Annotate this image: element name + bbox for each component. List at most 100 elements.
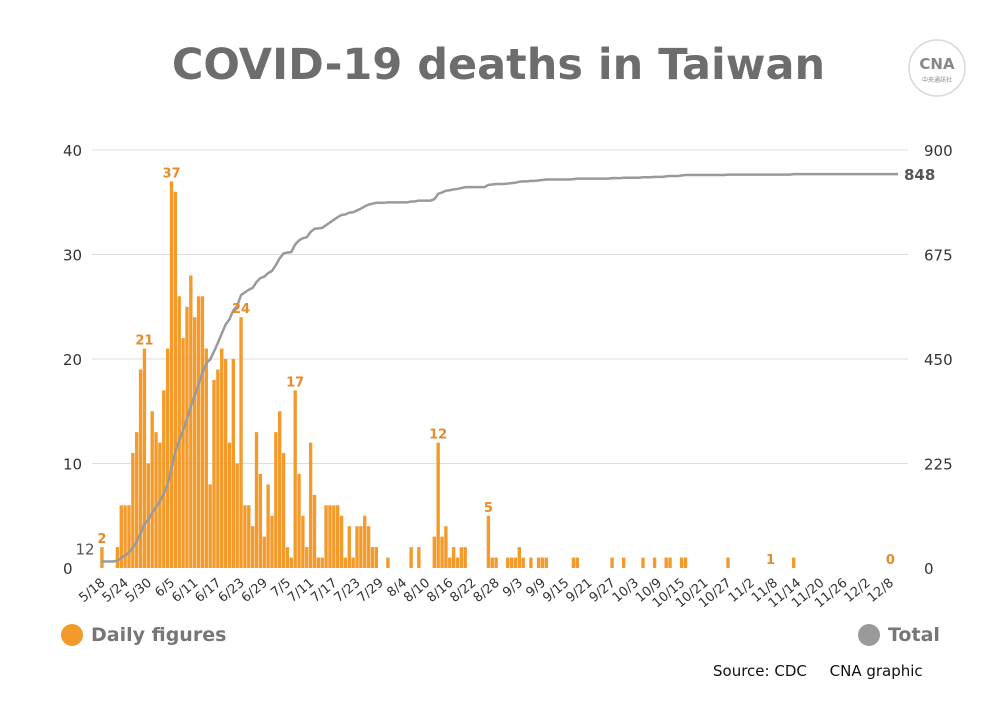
x-axis-tick-label: 12/8: [865, 576, 897, 606]
legend-total-swatch: [858, 624, 880, 646]
daily-bar: [575, 557, 579, 568]
daily-bar: [463, 547, 467, 568]
daily-bar: [359, 526, 363, 568]
right-axis-tick-label: 0: [924, 560, 934, 578]
daily-bar: [332, 505, 336, 568]
daily-bar: [258, 473, 263, 568]
daily-bar: [455, 557, 460, 568]
daily-bar: [792, 557, 796, 568]
daily-bar: [115, 547, 120, 568]
daily-bar: [409, 547, 413, 568]
daily-bar: [343, 557, 348, 568]
daily-bar: [328, 505, 332, 568]
right-axis-tick-label: 675: [924, 247, 953, 265]
left-axis-tick-label: 20: [63, 351, 82, 369]
daily-bar: [459, 547, 464, 568]
x-axis-tick-label: 8/28: [471, 576, 503, 606]
daily-bar: [173, 191, 178, 569]
daily-bar: [274, 432, 278, 568]
chart-title: COVID-19 deaths in Taiwan: [171, 40, 826, 90]
daily-bar: [127, 505, 131, 568]
credit-text: CNA graphic: [829, 662, 923, 680]
legend-daily-swatch: [61, 624, 83, 646]
daily-bar: [436, 442, 440, 568]
daily-bar: [339, 515, 344, 568]
data-label: 24: [232, 302, 250, 317]
daily-bar: [150, 411, 154, 568]
daily-bar: [247, 505, 251, 568]
legend-total: Total: [858, 624, 940, 646]
data-label: 2: [97, 532, 106, 547]
daily-bar: [146, 463, 150, 568]
daily-bar: [366, 526, 371, 568]
daily-bar: [652, 557, 657, 568]
legend-daily-label: Daily figures: [91, 624, 227, 646]
daily-bar: [320, 557, 324, 568]
daily-bar: [196, 296, 201, 568]
daily-bar: [208, 484, 212, 568]
daily-bar: [169, 181, 174, 568]
daily-bar: [536, 557, 541, 568]
daily-bar: [301, 515, 305, 568]
daily-bar: [200, 296, 205, 568]
data-label: 12: [75, 540, 94, 558]
daily-bar: [521, 557, 525, 568]
daily-bar: [165, 348, 170, 568]
daily-bar: [278, 411, 282, 568]
data-label: 5: [484, 501, 493, 516]
data-label: 17: [286, 375, 304, 390]
left-axis-tick-label: 10: [63, 456, 82, 474]
logo-text: CNA: [919, 55, 955, 73]
daily-bar: [312, 494, 317, 568]
daily-bar: [529, 557, 533, 568]
daily-bar: [668, 557, 672, 568]
daily-bar: [177, 296, 181, 568]
daily-bar: [270, 515, 274, 568]
daily-bar: [305, 547, 309, 568]
daily-bar: [193, 317, 197, 568]
daily-bar: [123, 505, 127, 568]
source-line: Source: CDC CNA graphic: [713, 662, 923, 680]
daily-bar: [335, 505, 340, 568]
daily-bar: [308, 442, 313, 568]
cna-logo-icon: CNA 中央通訊社: [908, 39, 966, 97]
daily-bar: [131, 453, 135, 568]
daily-bar: [683, 557, 688, 568]
daily-bar: [154, 432, 158, 568]
daily-bar: [451, 547, 456, 568]
daily-bar: [517, 547, 522, 568]
daily-bar: [509, 557, 514, 568]
daily-bar: [297, 473, 301, 568]
daily-bar: [432, 536, 436, 568]
daily-bar: [490, 557, 494, 568]
x-axis-tick-label: 7/29: [355, 576, 387, 606]
daily-bar: [181, 338, 185, 568]
daily-bar: [212, 379, 216, 568]
daily-bar: [494, 557, 498, 568]
left-axis-tick-label: 40: [63, 142, 82, 160]
right-axis-tick-label: 225: [924, 456, 953, 474]
daily-bar: [239, 317, 243, 568]
daily-bar: [610, 557, 614, 568]
left-axis-tick-label: 0: [63, 560, 73, 578]
data-label: 1: [766, 553, 775, 568]
daily-bar: [250, 526, 255, 568]
daily-bar: [158, 442, 162, 568]
logo-subtext: 中央通訊社: [922, 76, 952, 84]
total-line: [101, 172, 899, 563]
daily-bar: [544, 557, 549, 568]
daily-bar: [347, 526, 351, 568]
daily-bar: [621, 557, 626, 568]
data-label: 848: [904, 166, 935, 184]
daily-bar: [363, 515, 367, 568]
daily-bar: [448, 557, 452, 568]
daily-bar: [444, 526, 448, 568]
left-axis-tick-label: 30: [63, 247, 82, 265]
data-label: 21: [135, 334, 153, 349]
daily-bar: [641, 557, 645, 568]
daily-bar: [726, 557, 730, 568]
daily-bar: [266, 484, 270, 568]
daily-bar: [540, 557, 545, 568]
daily-bar: [289, 557, 293, 568]
